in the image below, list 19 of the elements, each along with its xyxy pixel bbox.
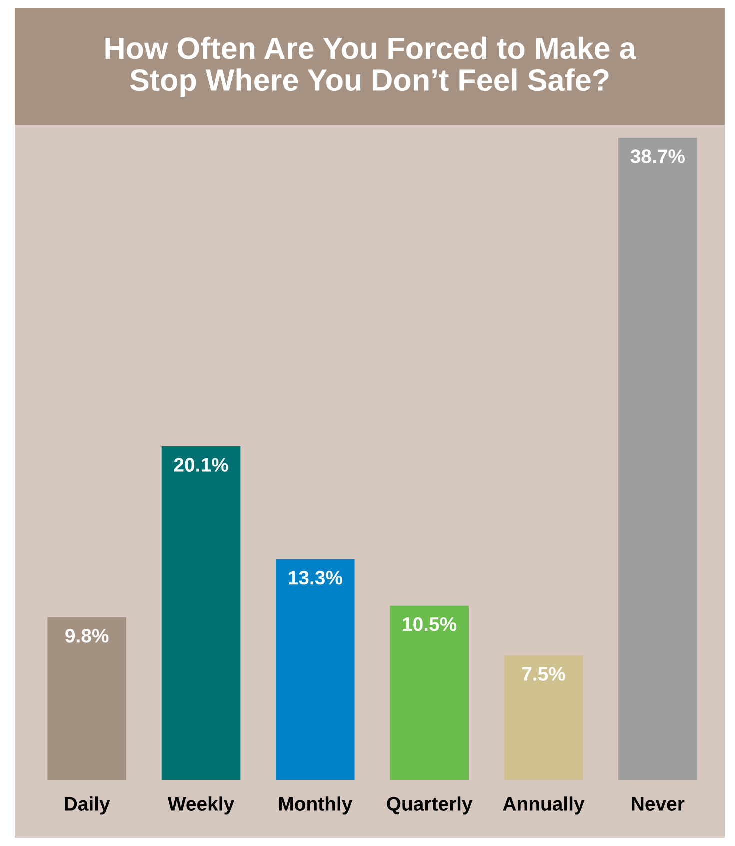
x-tick-label: Annually [503, 796, 585, 815]
data-label: 20.1% [174, 458, 228, 472]
x-tick-label: Never [632, 797, 685, 811]
data-label: 13.3% [289, 570, 342, 585]
data-label: 9.8% [66, 629, 109, 643]
data-label: 10.5% [403, 617, 457, 632]
x-tick-label: Quarterly [387, 796, 473, 815]
data-label: 38.7% [630, 150, 685, 164]
bar [48, 617, 126, 780]
bar [504, 656, 584, 780]
data-label: 7.5% [522, 667, 566, 681]
x-tick-label: Weekly [168, 796, 234, 815]
bar [390, 606, 469, 780]
bar [162, 446, 241, 780]
x-tick-label: Daily [65, 796, 110, 815]
chart-title: How Often Are You Forced to Make a Stop Where You Don’t Feel Safe? [106, 36, 636, 98]
bar [276, 559, 355, 780]
bar [618, 138, 698, 780]
x-tick-label: Monthly [279, 796, 353, 815]
